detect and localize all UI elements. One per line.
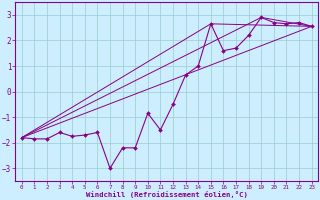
X-axis label: Windchill (Refroidissement éolien,°C): Windchill (Refroidissement éolien,°C): [86, 191, 248, 198]
